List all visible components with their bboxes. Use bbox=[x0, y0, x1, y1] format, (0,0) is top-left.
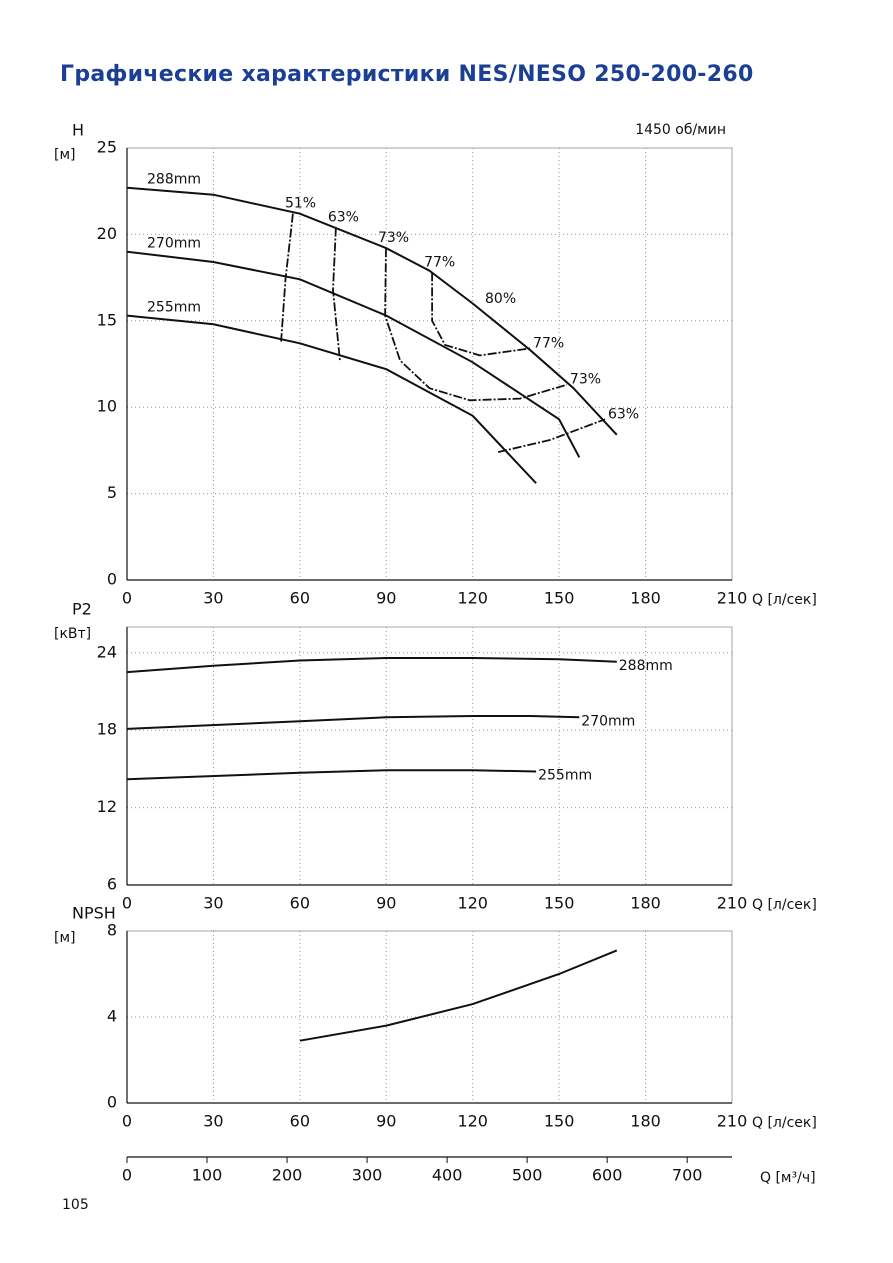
x-tick-label: 30 bbox=[203, 589, 223, 608]
curve bbox=[126, 769, 537, 781]
speed-note: 1450 об/мин bbox=[635, 122, 726, 138]
y-tick-label: 0 bbox=[107, 1093, 117, 1112]
y-tick-label: 20 bbox=[97, 224, 117, 243]
y-axis-label: P2 bbox=[72, 600, 92, 619]
x-tick-label: 90 bbox=[376, 589, 396, 608]
y-tick-label: 8 bbox=[107, 921, 117, 940]
page-number: 105 bbox=[62, 1197, 89, 1213]
x2-tick-label: 300 bbox=[352, 1166, 383, 1185]
y-tick-label: 24 bbox=[97, 642, 117, 661]
y-tick-label: 10 bbox=[97, 397, 117, 416]
x2-tick-label: 700 bbox=[672, 1166, 703, 1185]
y-tick-label: 0 bbox=[107, 570, 117, 589]
y-tick-label: 12 bbox=[97, 797, 117, 816]
x-tick-label: 180 bbox=[630, 894, 661, 913]
x2-tick-label: 400 bbox=[432, 1166, 463, 1185]
curve-label: 255mm bbox=[147, 300, 201, 316]
y-axis-unit: [м] bbox=[54, 147, 76, 163]
curve bbox=[126, 250, 581, 458]
x-axis-label: Q [л/сек] bbox=[752, 592, 817, 608]
y-axis-unit: [м] bbox=[54, 930, 76, 946]
x2-tick-label: 0 bbox=[122, 1166, 132, 1185]
y-tick-label: 15 bbox=[97, 310, 117, 329]
annotation: 80% bbox=[485, 291, 516, 307]
y-tick-label: 5 bbox=[107, 483, 117, 502]
x2-tick-label: 200 bbox=[272, 1166, 303, 1185]
x-tick-label: 210 bbox=[717, 894, 748, 913]
x-tick-label: 120 bbox=[457, 1112, 488, 1131]
efficiency-label: 63% bbox=[608, 406, 639, 422]
efficiency-curve bbox=[332, 227, 341, 361]
x-tick-label: 210 bbox=[717, 1112, 748, 1131]
curve-label: 270mm bbox=[581, 713, 635, 729]
y-tick-label: 4 bbox=[107, 1007, 117, 1026]
x-tick-label: 120 bbox=[457, 589, 488, 608]
x-axis-label: Q [л/сек] bbox=[752, 1115, 817, 1131]
efficiency-label: 73% bbox=[570, 372, 601, 388]
y-axis-label: NPSH bbox=[72, 904, 116, 923]
x-tick-label: 210 bbox=[717, 589, 748, 608]
x-tick-label: 180 bbox=[630, 1112, 661, 1131]
y-tick-label: 18 bbox=[97, 720, 117, 739]
x-tick-label: 90 bbox=[376, 894, 396, 913]
plot-frame bbox=[126, 147, 733, 581]
x2-tick-label: 100 bbox=[192, 1166, 223, 1185]
x-tick-label: 90 bbox=[376, 1112, 396, 1131]
y-axis-unit: [кВт] bbox=[54, 626, 91, 642]
x-tick-label: 150 bbox=[544, 894, 575, 913]
efficiency-label: 63% bbox=[328, 209, 359, 225]
x-tick-label: 150 bbox=[544, 589, 575, 608]
efficiency-label: 77% bbox=[424, 254, 455, 270]
x-tick-label: 30 bbox=[203, 894, 223, 913]
x2-axis-label: Q [м³/ч] bbox=[760, 1170, 816, 1186]
efficiency-curve bbox=[280, 213, 294, 342]
curve-label: 288mm bbox=[147, 172, 201, 188]
efficiency-curve bbox=[497, 418, 606, 453]
x-tick-label: 180 bbox=[630, 589, 661, 608]
curve-label: 270mm bbox=[147, 236, 201, 252]
curve bbox=[126, 314, 537, 484]
x-tick-label: 30 bbox=[203, 1112, 223, 1131]
x-tick-label: 0 bbox=[122, 589, 132, 608]
x-tick-label: 120 bbox=[457, 894, 488, 913]
x-tick-label: 60 bbox=[290, 1112, 310, 1131]
x-tick-label: 60 bbox=[290, 589, 310, 608]
curve bbox=[126, 186, 618, 436]
efficiency-label: 51% bbox=[285, 196, 316, 212]
curve bbox=[126, 715, 580, 730]
x-tick-label: 0 bbox=[122, 894, 132, 913]
efficiency-curve bbox=[431, 272, 531, 357]
x2-tick-label: 600 bbox=[592, 1166, 623, 1185]
efficiency-curve bbox=[384, 248, 568, 402]
efficiency-label: 73% bbox=[378, 230, 409, 246]
page-title: Графические характеристики NES/NESO 250-… bbox=[60, 62, 754, 87]
y-tick-label: 25 bbox=[97, 138, 117, 157]
curve-label: 288mm bbox=[619, 658, 673, 674]
x-tick-label: 60 bbox=[290, 894, 310, 913]
x-tick-label: 0 bbox=[122, 1112, 132, 1131]
x-tick-label: 150 bbox=[544, 1112, 575, 1131]
curve-label: 255mm bbox=[538, 767, 592, 783]
x-axis-label: Q [л/сек] bbox=[752, 897, 817, 913]
y-axis-label: H bbox=[72, 121, 84, 140]
y-tick-label: 6 bbox=[107, 875, 117, 894]
plot-frame bbox=[126, 930, 733, 1104]
efficiency-label: 77% bbox=[533, 335, 564, 351]
x2-tick-label: 500 bbox=[512, 1166, 543, 1185]
curve bbox=[299, 949, 618, 1042]
curve bbox=[126, 657, 617, 674]
